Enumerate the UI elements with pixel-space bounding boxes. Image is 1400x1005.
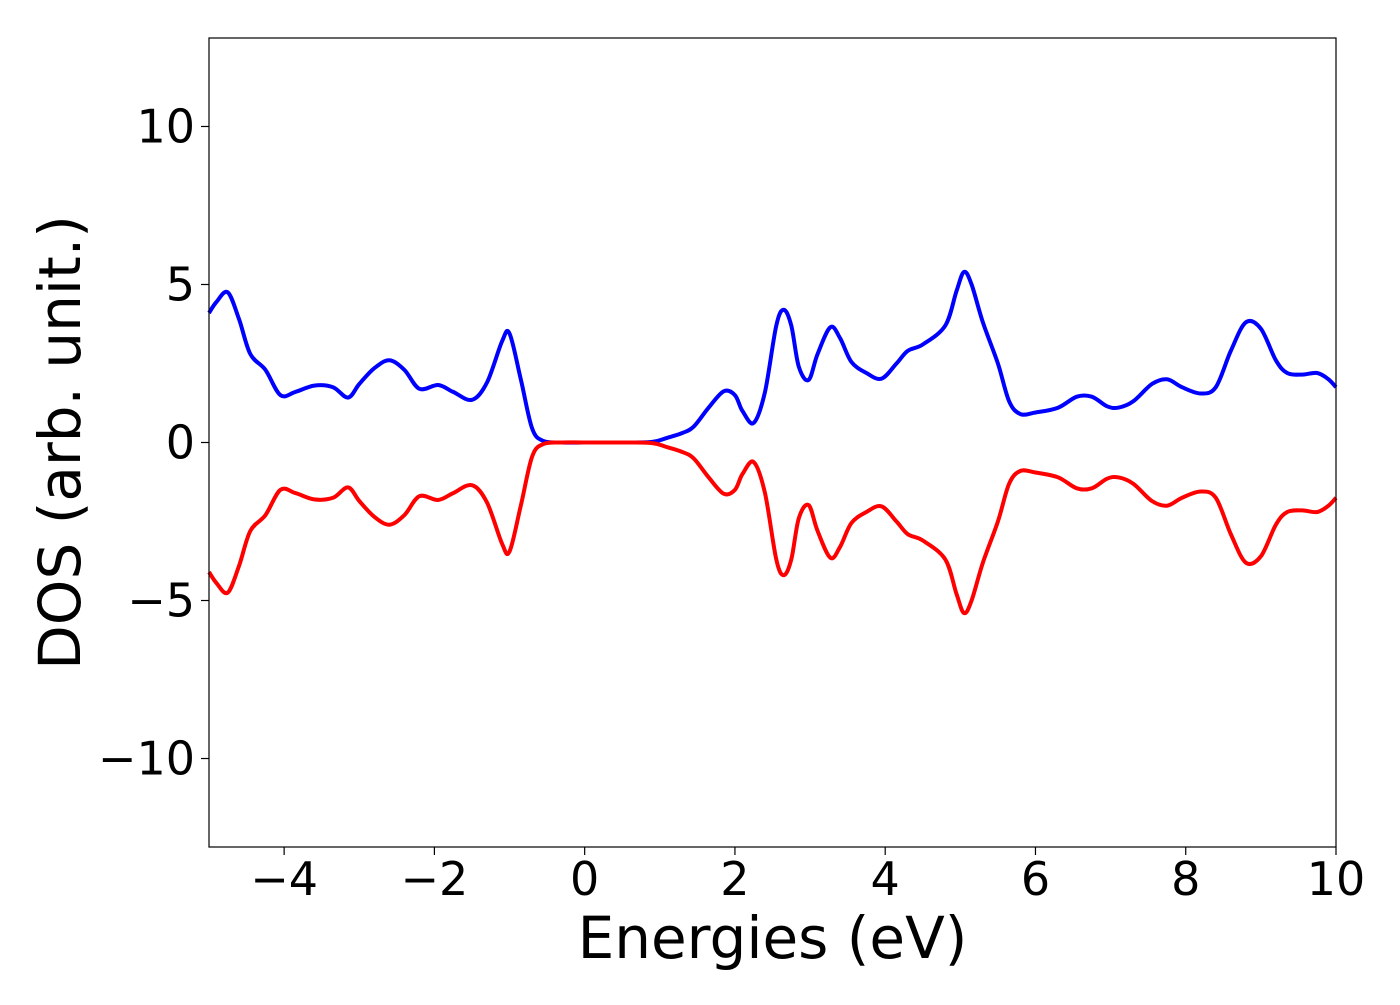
series-layer (207, 269, 1338, 616)
ticks-layer: −4 −2 0 2 4 6 8 10 −10 −5 0 5 10 (98, 99, 1365, 906)
x-tick-label: 4 (871, 852, 900, 906)
plot-frame (208, 37, 1337, 848)
y-tick-label: 0 (166, 416, 195, 470)
y-tick-label: −5 (127, 574, 195, 628)
y-axis-title: DOS (arb. unit.) (26, 215, 94, 670)
y-tick-label: 5 (166, 257, 195, 311)
x-tick-label: 10 (1307, 852, 1366, 906)
series-line-0 (207, 269, 1338, 445)
series-line-1 (207, 440, 1338, 616)
x-tick-label: 2 (720, 852, 749, 906)
x-tick-label: −4 (250, 852, 318, 906)
x-tick-label: −2 (400, 852, 468, 906)
y-tick-label: −10 (98, 732, 195, 786)
x-tick-label: 0 (570, 852, 599, 906)
y-tick-label: 10 (136, 99, 195, 153)
x-axis-title: Energies (eV) (578, 904, 968, 972)
x-tick-label: 8 (1171, 852, 1200, 906)
x-tick-label: 6 (1021, 852, 1050, 906)
